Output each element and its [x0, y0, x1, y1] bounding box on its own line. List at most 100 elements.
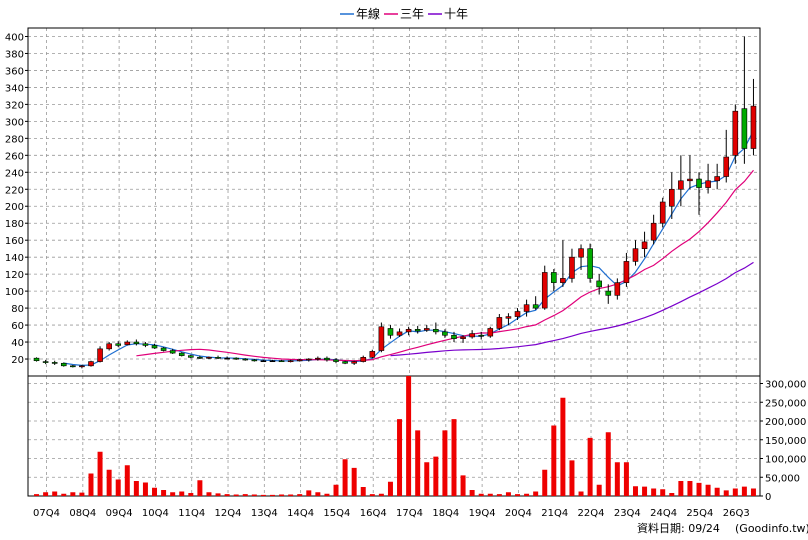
- price-tick-label: 320: [5, 100, 24, 111]
- candle-body: [750, 105, 757, 149]
- candle-body: [451, 334, 457, 339]
- volume-panel-frame: [27, 375, 761, 497]
- volume-bar: [487, 493, 493, 496]
- candle-body: [714, 176, 720, 182]
- volume-bar: [642, 486, 648, 496]
- volume-bar: [61, 493, 67, 496]
- candle-body: [578, 248, 584, 258]
- price-tick-label: 180: [5, 219, 24, 230]
- candle-body: [278, 360, 285, 363]
- time-tick-label: 18Q4: [432, 508, 459, 519]
- volume-bar: [279, 494, 285, 496]
- volume-bar: [551, 425, 557, 496]
- candle-body: [433, 329, 439, 333]
- candle-body: [414, 329, 421, 332]
- volume-bar: [378, 493, 384, 496]
- volume-bar: [614, 462, 620, 496]
- volume-bar: [342, 459, 348, 496]
- price-tick-label: 280: [5, 134, 24, 145]
- volume-bar: [242, 494, 248, 496]
- candle-body: [233, 357, 239, 360]
- volume-bar: [179, 491, 185, 496]
- candle-body: [369, 351, 376, 358]
- candle-body: [378, 326, 385, 351]
- volume-bar: [269, 494, 275, 496]
- candle-body: [696, 178, 702, 188]
- volume-bar: [496, 494, 502, 496]
- time-tick-label: 09Q4: [106, 508, 133, 519]
- price-gridlines: [28, 36, 760, 360]
- volume-bar: [714, 487, 720, 496]
- volume-bar: [705, 484, 711, 496]
- candle-body: [541, 272, 548, 309]
- volume-bar: [251, 494, 257, 496]
- volume-bar: [732, 488, 738, 496]
- candle-body: [51, 362, 58, 364]
- candle-body: [287, 360, 294, 363]
- volume-tick-label: 250,000: [765, 398, 806, 409]
- candle-body: [523, 304, 530, 312]
- candle-body: [632, 248, 639, 262]
- candle-body: [197, 357, 203, 359]
- time-tick-label: 17Q4: [396, 508, 423, 519]
- volume-bar: [97, 451, 103, 496]
- price-tick-label: 260: [5, 151, 24, 162]
- price-tick-label: 380: [5, 49, 24, 60]
- price-tick-label: 140: [5, 253, 24, 264]
- candle-body: [687, 178, 693, 182]
- volume-bar: [324, 493, 330, 496]
- legend-label-three-year: 三年: [400, 7, 424, 21]
- time-axis: 07Q4 08Q4 09Q4 10Q4 11Q4 12Q4 13Q4 14Q4 15Q4 16Q4…: [33, 508, 750, 519]
- candle-body: [587, 248, 593, 279]
- price-tick-label: 100: [5, 287, 24, 298]
- volume-bar: [433, 456, 439, 496]
- candle-body: [496, 317, 503, 329]
- volume-bar: [505, 492, 511, 496]
- volume-bar: [723, 490, 729, 496]
- candle-body: [169, 350, 176, 354]
- candle-body: [106, 343, 112, 350]
- volume-bar: [124, 465, 130, 496]
- volume-bar: [424, 462, 430, 496]
- candle-body: [551, 272, 557, 283]
- time-tick-label: 15Q4: [323, 508, 350, 519]
- price-tick-label: 40: [11, 338, 24, 349]
- volume-bar: [605, 432, 611, 496]
- price-tick-label: 160: [5, 236, 24, 247]
- time-tick-label: 12Q4: [215, 508, 242, 519]
- volume-bar: [197, 480, 203, 496]
- candle-body: [659, 201, 666, 224]
- volume-bar: [315, 492, 321, 496]
- time-tick-label: 08Q4: [69, 508, 96, 519]
- candle-body: [351, 361, 357, 364]
- candle-body: [296, 359, 303, 362]
- time-gridlines: [46, 28, 737, 496]
- volume-bar: [515, 494, 521, 496]
- candle-body: [97, 348, 103, 362]
- candle-body: [469, 333, 475, 338]
- volume-tick-label: 100,000: [765, 455, 806, 466]
- candle-body: [133, 341, 140, 345]
- candle-body: [478, 334, 485, 337]
- candle-body: [741, 108, 748, 149]
- price-tick-label: 60: [11, 321, 24, 332]
- volume-bar: [469, 490, 475, 496]
- time-tick-label: 16Q4: [360, 508, 387, 519]
- volume-axis: 0 50,000 100,000 150,000 200,000 250,000 300,0…: [760, 380, 806, 503]
- ten-year-ma-line: [390, 261, 754, 357]
- time-tick-label: 24Q4: [650, 508, 677, 519]
- legend-label-ten-year: 十年: [444, 7, 468, 21]
- candle-body: [732, 110, 739, 156]
- candle-body: [142, 343, 149, 346]
- volume-bar: [678, 481, 684, 496]
- candle-body: [242, 358, 249, 361]
- candle-body: [206, 357, 212, 359]
- time-tick-label: 26Q3: [723, 508, 750, 519]
- volume-bar: [88, 473, 94, 496]
- volume-bar: [533, 491, 539, 496]
- candle-body: [614, 282, 621, 296]
- volume-bar: [460, 475, 466, 496]
- volume-bar: [542, 469, 548, 496]
- volume-bar: [351, 467, 357, 496]
- volume-tick-label: 0: [765, 492, 771, 503]
